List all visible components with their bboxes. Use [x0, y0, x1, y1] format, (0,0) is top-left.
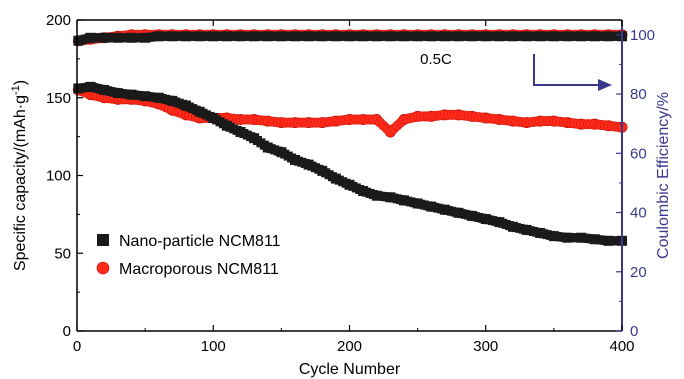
legend-marker-circle [96, 261, 110, 275]
legend-label: Macroporous NCM811 [119, 261, 279, 278]
y-axis-title-part: · [12, 104, 29, 109]
annotations: 0.5C [420, 51, 612, 91]
y-axis-title-superscript: -1 [10, 85, 22, 95]
arrow-head [598, 79, 612, 91]
y2-tick-label: 100 [630, 27, 655, 44]
x-tick-label: 200 [337, 338, 362, 355]
y-tick-label: 50 [54, 245, 71, 262]
x-tick-label: 0 [73, 338, 81, 355]
y2-tick-label: 40 [630, 205, 647, 222]
y2-tick-label: 20 [630, 264, 647, 281]
series-2 [73, 31, 627, 46]
rate-annotation: 0.5C [420, 51, 452, 68]
y2-tick-label: 80 [630, 86, 647, 103]
y-tick-label: 100 [46, 168, 71, 185]
y-tick-label: 200 [46, 12, 71, 29]
x-tick-label: 300 [473, 338, 498, 355]
y2-tick-label: 60 [630, 145, 647, 162]
series-0 [73, 81, 627, 246]
y-tick-label: 150 [46, 90, 71, 107]
y-axis-title: Specific capacity/(mAh·g-1) [10, 80, 29, 271]
y-axis-title-part: g [12, 95, 29, 104]
legend: Nano-particle NCM811 Macroporous NCM811 [96, 233, 281, 278]
x-axis-title: Cycle Number [299, 361, 401, 378]
axes: Cycle Number Specific capacity/(mAh·g-1) C… [10, 19, 672, 378]
y-axis-title-part: Specific capacity/(mAh [12, 109, 29, 271]
legend-label: Nano-particle NCM811 [119, 233, 281, 250]
arrow-line [533, 54, 600, 86]
y-tick-label: 0 [63, 323, 71, 340]
y-axis-title-part: ) [12, 80, 29, 85]
y2-axis-title: Coulombic Efficiency/% [655, 92, 672, 259]
x-tick-label: 100 [201, 338, 226, 355]
y2-tick-label: 0 [630, 323, 638, 340]
plot-marks [72, 29, 628, 246]
x-tick-label: 400 [609, 338, 634, 355]
legend-marker-square [97, 234, 109, 246]
